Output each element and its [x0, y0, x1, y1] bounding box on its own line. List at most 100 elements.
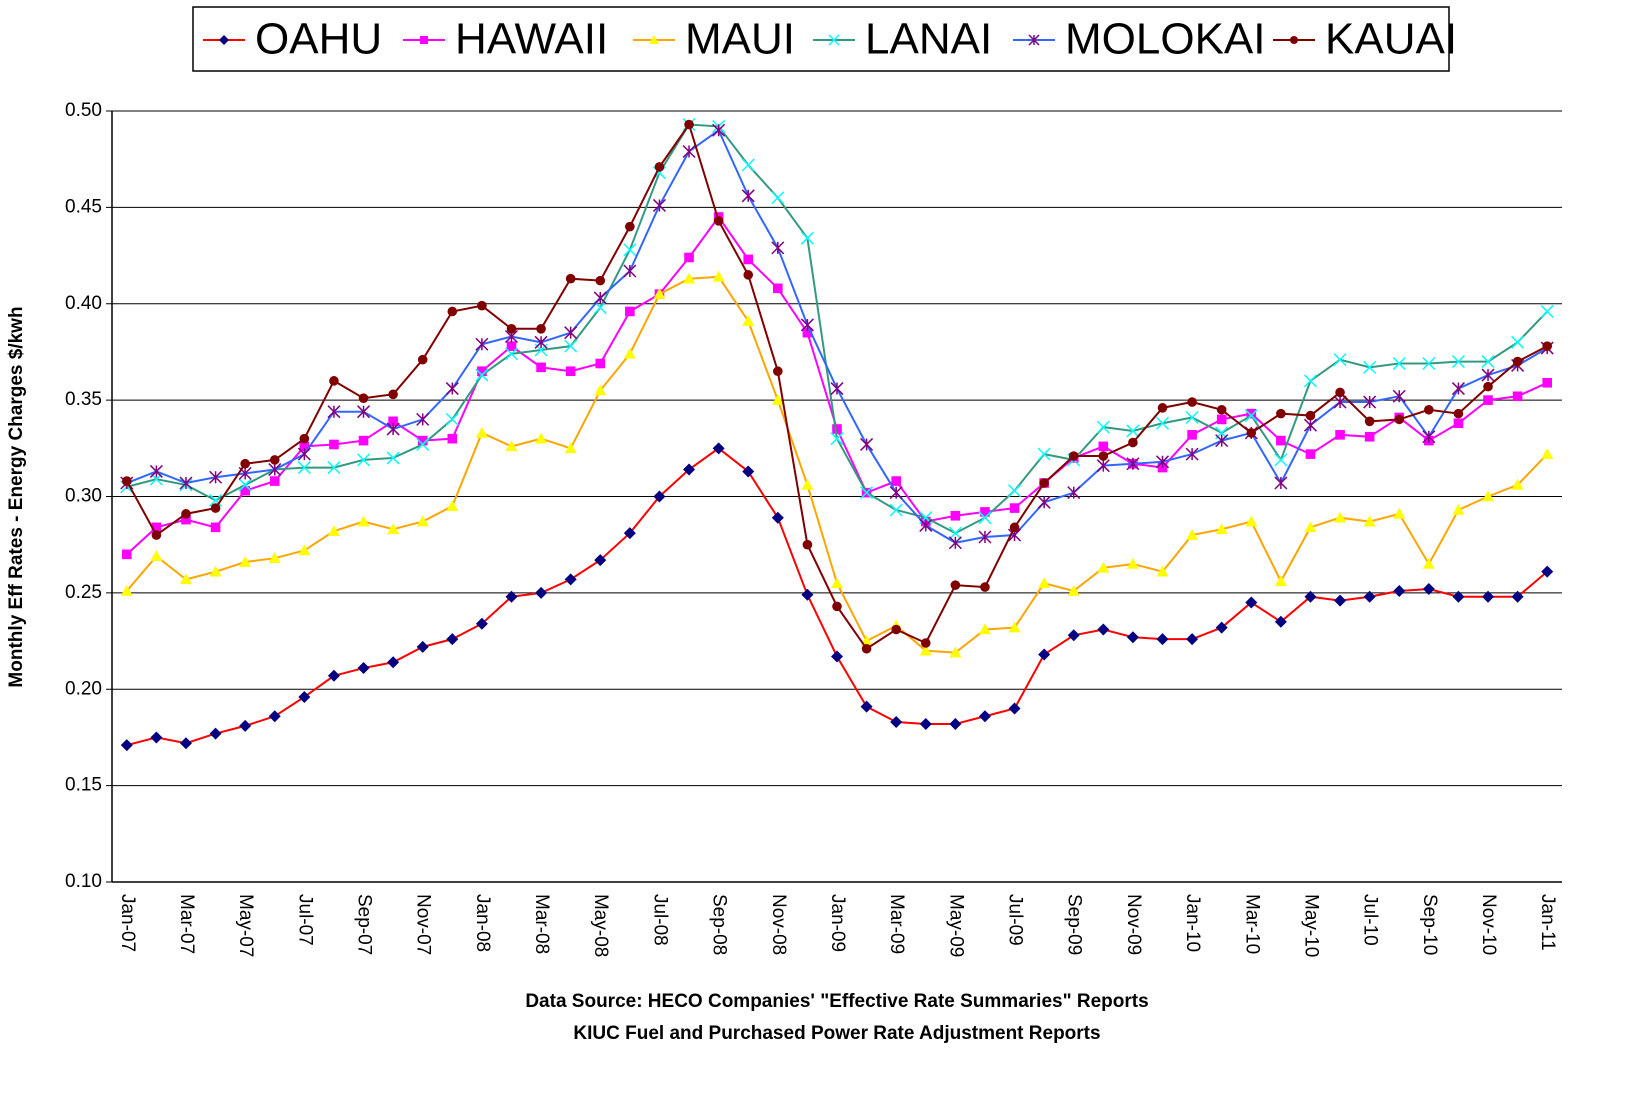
marker	[299, 433, 310, 444]
marker	[1245, 515, 1258, 527]
marker	[1451, 382, 1465, 396]
marker	[1155, 416, 1170, 430]
series-line	[126, 275, 1548, 654]
marker	[920, 638, 931, 648]
x-tick-label: Sep-09	[1064, 894, 1085, 955]
marker	[240, 458, 250, 469]
marker	[800, 318, 814, 332]
x-tick-label: Nov-07	[413, 894, 434, 955]
marker	[1185, 447, 1199, 461]
marker	[475, 426, 488, 438]
marker	[832, 601, 842, 612]
marker	[1216, 414, 1227, 425]
x-tick-label: Jul-07	[294, 894, 315, 946]
marker	[386, 422, 400, 436]
y-tick-label: 0.35	[65, 389, 102, 410]
marker	[327, 525, 340, 536]
marker	[1483, 381, 1493, 392]
y-tick-label: 0.45	[65, 196, 102, 217]
marker	[209, 493, 223, 507]
marker	[1276, 408, 1286, 419]
marker	[1363, 515, 1376, 527]
marker	[1392, 389, 1406, 403]
marker	[1363, 590, 1376, 603]
marker	[417, 435, 428, 446]
marker	[801, 478, 814, 490]
marker	[1452, 503, 1465, 515]
marker	[1334, 511, 1347, 523]
marker	[1481, 368, 1495, 382]
y-tick-label: 0.15	[65, 775, 102, 796]
marker	[860, 437, 874, 451]
marker	[417, 354, 428, 365]
marker	[1512, 391, 1523, 402]
marker	[594, 384, 607, 396]
marker	[1244, 409, 1258, 423]
marker	[1096, 459, 1110, 473]
marker	[831, 577, 843, 589]
marker	[1274, 615, 1287, 628]
marker	[1215, 434, 1229, 448]
marker	[949, 717, 962, 730]
marker	[1155, 455, 1170, 469]
marker	[771, 394, 784, 405]
marker	[891, 624, 901, 635]
marker	[1335, 387, 1345, 398]
x-tick-label: Nov-09	[1123, 894, 1144, 955]
marker	[420, 36, 428, 44]
marker	[1098, 451, 1109, 461]
marker	[890, 716, 903, 729]
x-tick-label: Jan-07	[117, 894, 138, 952]
marker	[771, 241, 785, 255]
marker	[387, 656, 400, 669]
marker	[1511, 590, 1524, 603]
marker	[416, 515, 429, 527]
marker	[1274, 453, 1288, 467]
marker	[121, 476, 132, 486]
marker	[181, 514, 191, 525]
marker	[504, 347, 519, 361]
marker	[625, 306, 635, 317]
marker	[889, 486, 903, 500]
marker	[623, 527, 636, 540]
marker	[445, 412, 459, 426]
marker	[830, 432, 844, 446]
marker	[329, 439, 339, 450]
marker	[210, 522, 221, 533]
marker	[652, 198, 666, 212]
marker	[1246, 408, 1257, 419]
marker	[416, 412, 430, 426]
marker	[1512, 356, 1523, 367]
marker	[150, 731, 163, 744]
marker	[239, 556, 252, 567]
y-tick-label: 0.30	[65, 486, 102, 507]
marker	[801, 588, 814, 601]
marker	[121, 549, 132, 560]
marker	[1126, 631, 1139, 644]
marker	[683, 463, 696, 476]
marker	[1128, 437, 1138, 448]
marker	[1304, 521, 1317, 533]
marker	[1097, 623, 1110, 636]
marker	[1098, 441, 1109, 452]
marker	[535, 586, 548, 599]
marker	[268, 552, 281, 563]
series-line	[126, 123, 1548, 535]
marker	[980, 582, 990, 592]
marker	[1303, 418, 1318, 432]
x-tick-label: Sep-08	[709, 894, 730, 955]
series-line	[126, 128, 1548, 544]
marker	[771, 191, 785, 205]
marker	[327, 669, 340, 682]
marker	[327, 461, 341, 475]
legend-label: LANAI	[865, 15, 992, 64]
marker	[536, 362, 546, 373]
marker	[595, 275, 606, 286]
y-tick-label: 0.50	[65, 100, 102, 121]
marker	[978, 710, 991, 723]
marker	[565, 366, 576, 377]
marker	[1274, 575, 1287, 587]
marker	[1008, 484, 1022, 498]
marker	[181, 509, 191, 519]
